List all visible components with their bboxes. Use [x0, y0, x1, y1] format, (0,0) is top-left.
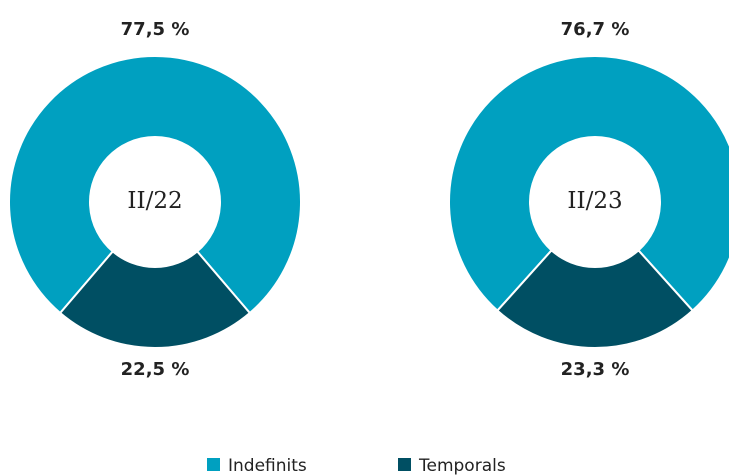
donut-segment [8, 55, 302, 315]
value-label: 22,5 % [121, 359, 190, 380]
value-label: 77,5 % [121, 19, 190, 40]
legend-swatch [398, 458, 411, 471]
donut-segment [448, 54, 729, 313]
donut-segment [496, 248, 694, 349]
donut-segment [58, 250, 252, 349]
legend-swatch [207, 458, 220, 471]
legend-label: Indefinits [228, 456, 307, 476]
center-label: II/23 [567, 188, 622, 214]
value-label: 76,7 % [561, 19, 630, 40]
legend-label: Temporals [418, 456, 506, 476]
center-label: II/22 [127, 188, 182, 214]
value-label: 23,3 % [561, 359, 630, 380]
